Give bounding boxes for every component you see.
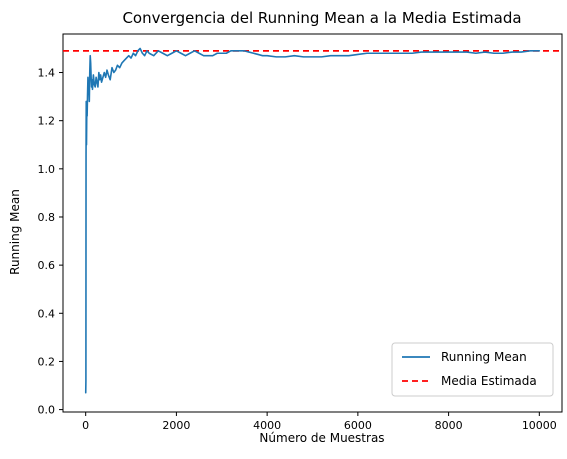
- chart-title: Convergencia del Running Mean a la Media…: [122, 9, 521, 27]
- x-tick-label: 2000: [162, 419, 190, 432]
- series-layer: [63, 47, 562, 394]
- x-tick-label: 4000: [253, 419, 281, 432]
- plot-frame: [62, 33, 563, 413]
- legend-box: [391, 342, 554, 397]
- x-tick-label: 0: [82, 419, 89, 432]
- y-tick-label: 1.2: [38, 115, 56, 128]
- y-tick-label: 0.0: [38, 404, 56, 417]
- axes-layer: 0 2000 4000 6000 8000 10000 0.0 0.2 0.4 0.6 0.8 1.0…: [38, 67, 557, 432]
- y-tick-label: 0.8: [38, 211, 56, 224]
- y-axis-label: Running Mean: [8, 189, 22, 275]
- plot-area: 0 2000 4000 6000 8000 10000 0.0 0.2 0.4 0.6 0.8 1.0…: [38, 33, 563, 432]
- y-tick-label: 1.4: [38, 67, 56, 80]
- y-tick-label: 0.2: [38, 355, 56, 368]
- legend-media-estimada-label: Media Estimada: [441, 374, 537, 388]
- y-tick-label: 0.6: [38, 259, 56, 272]
- series-running-mean-line: [84, 47, 541, 394]
- y-tick-label: 0.4: [38, 307, 56, 320]
- x-tick-label: 8000: [435, 419, 463, 432]
- y-tick-label: 1.0: [38, 163, 56, 176]
- legend: Running Mean Media Estimada: [391, 342, 554, 397]
- x-axis-label: Número de Muestras: [259, 431, 384, 445]
- legend-running-mean-label: Running Mean: [441, 350, 527, 364]
- x-tick-label: 10000: [522, 419, 557, 432]
- x-tick-label: 6000: [344, 419, 372, 432]
